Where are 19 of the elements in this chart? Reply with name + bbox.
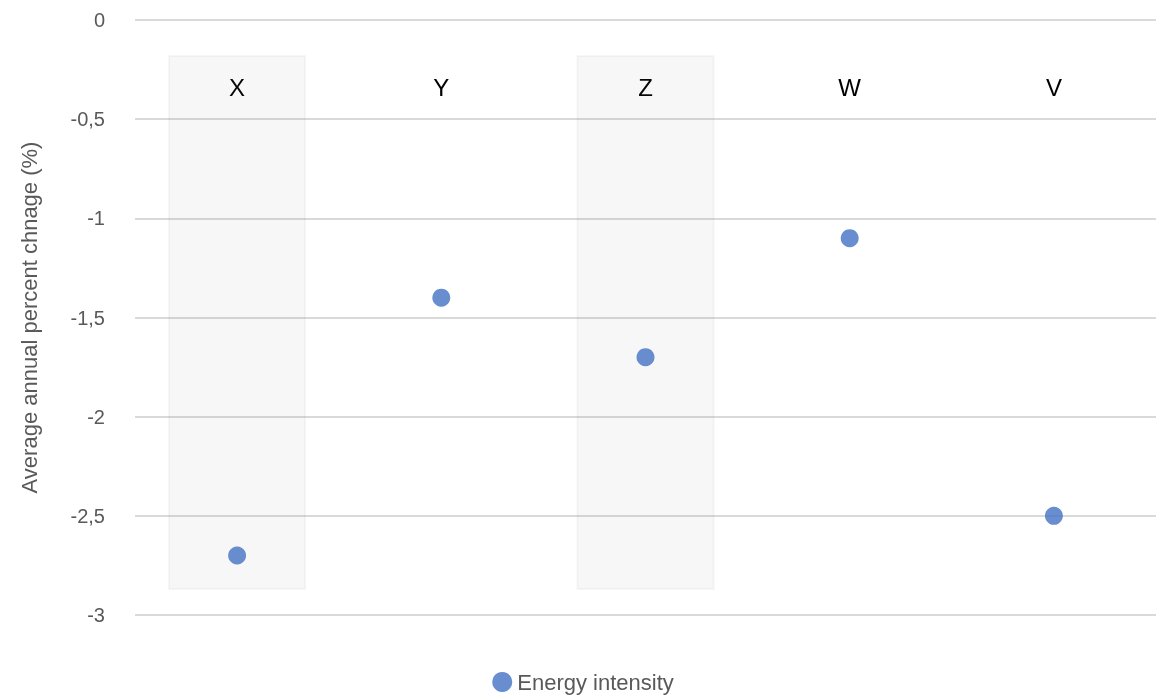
- y-tick-label: -1: [87, 207, 105, 230]
- point: [228, 546, 247, 565]
- y-tick-label: -3: [87, 604, 105, 626]
- y-tick-label: -1,5: [70, 306, 105, 329]
- x-tick-label: X: [229, 73, 246, 101]
- point: [1044, 506, 1063, 525]
- x-tick-label: Y: [433, 73, 450, 101]
- point: [636, 348, 655, 367]
- x-tick-label: V: [1045, 73, 1062, 101]
- point: [432, 288, 451, 307]
- legend-label: Energy intensity: [517, 669, 674, 695]
- y-tick-label: -2,5: [70, 504, 105, 527]
- point: [840, 229, 859, 248]
- x-tick-label: Z: [638, 73, 653, 101]
- x-tick-label: W: [838, 73, 862, 101]
- y-axis-title: Average annual percent chnage (%): [16, 141, 42, 494]
- y-tick-label: -0,5: [70, 108, 105, 131]
- y-tick-label: 0: [93, 9, 105, 31]
- y-tick-label: -2: [87, 405, 105, 428]
